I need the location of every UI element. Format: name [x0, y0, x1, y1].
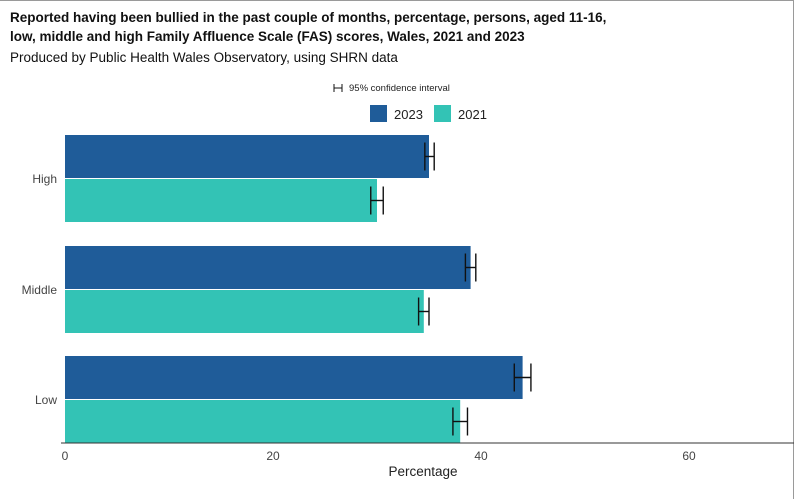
bar-high-2023: [65, 135, 429, 178]
x-tick-label-20: 20: [266, 449, 280, 463]
x-tick-label-60: 60: [682, 449, 696, 463]
legend: 95% confidence interval 2023 2021: [333, 83, 487, 122]
bar-middle-2023: [65, 246, 471, 289]
bar-middle-2021: [65, 290, 424, 333]
bar-low-2023: [65, 356, 523, 399]
legend-label-2023: 2023: [394, 107, 423, 122]
category-label-middle: Middle: [22, 283, 58, 297]
bars-layer: High Middle Low: [22, 135, 532, 443]
category-label-high: High: [32, 172, 57, 186]
x-tick-label-0: 0: [62, 449, 69, 463]
bar-low-2021: [65, 400, 461, 443]
legend-label-2021: 2021: [458, 107, 487, 122]
bar-high-2021: [65, 179, 377, 222]
category-label-low: Low: [35, 393, 57, 407]
ci-legend-label: 95% confidence interval: [349, 83, 450, 94]
legend-swatch-2021: [434, 105, 451, 122]
legend-swatch-2023: [370, 105, 387, 122]
x-axis-title: Percentage: [388, 464, 457, 479]
axes-layer: 0 20 40 60 Percentage: [61, 442, 794, 479]
chart-subtitle: Produced by Public Health Wales Observat…: [10, 50, 398, 65]
chart-title: Reported having been bullied in the past…: [10, 10, 607, 44]
x-tick-label-40: 40: [474, 449, 488, 463]
